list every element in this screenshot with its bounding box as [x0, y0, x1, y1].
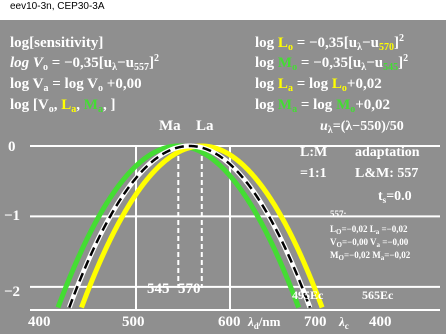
label-ts: ts=0.0 [378, 189, 412, 205]
info-line-3: MO=−0,02 Ma=−0,02 [330, 250, 411, 262]
label-lm: L:M [300, 145, 327, 160]
marker-570-label: 570 [178, 281, 201, 297]
right-line-3: log La = log Lo+0,02 [255, 76, 382, 94]
chart-background [0, 20, 446, 334]
right-line-2: log Mo = −0,35[uλ−u545]2 [255, 53, 408, 73]
right-line-4: log Ma = log Mo+0,02 [255, 97, 390, 115]
left-line-2: log Vo = −0,35[uλ−u557]2 [10, 53, 159, 73]
right-line-1: log Lo = −0,35[uλ−u570]2 [255, 33, 404, 53]
label-adaptation: adaptation [355, 145, 420, 160]
ec-565-label: 565Ec [362, 288, 394, 302]
y-tick-1: −1 [4, 208, 20, 224]
x-tick-400-c: 400 [369, 314, 392, 330]
info-line-2: VO=−0,00 Va =−0,00 [330, 237, 409, 249]
y-tick-2: −2 [4, 284, 20, 300]
curves [55, 143, 325, 309]
header-label: eev10-3n, CEP30-3A [10, 1, 105, 12]
info-head: 557: [330, 209, 347, 219]
x-tick-400: 400 [28, 314, 51, 330]
label-lm-557: L&M: 557 [355, 166, 418, 181]
x-axis-label: λd/nm [247, 314, 281, 331]
x-tick-600: 600 [218, 314, 241, 330]
marker-545-label: 545 [147, 281, 170, 297]
x-tick-500: 500 [122, 314, 145, 330]
curve-V [68, 144, 312, 308]
x-axis-label-c: λc [338, 314, 349, 331]
ec-495-label: 495Ec [292, 288, 324, 302]
label-ma: Ma [159, 118, 181, 134]
right-line-5: uλ=(λ−550)/50 [320, 119, 404, 136]
left-line-1: log[sensitivity] [10, 35, 103, 51]
info-line-1: LO=−0,02 La =−0,02 [330, 224, 408, 236]
label-ratio: =1:1 [300, 166, 327, 181]
left-line-3: log Va = log Vo +0,00 [10, 76, 142, 94]
label-la: La [196, 118, 214, 134]
header-bar: eev10-3n, CEP30-3A [0, 0, 446, 20]
y-tick-0: 0 [8, 139, 16, 155]
sensitivity-chart: log[sensitivity] log Vo = −0,35[uλ−u557]… [0, 20, 446, 334]
x-tick-700: 700 [304, 314, 327, 330]
left-line-4: log [Vo, La, Ma, ] [10, 97, 115, 115]
